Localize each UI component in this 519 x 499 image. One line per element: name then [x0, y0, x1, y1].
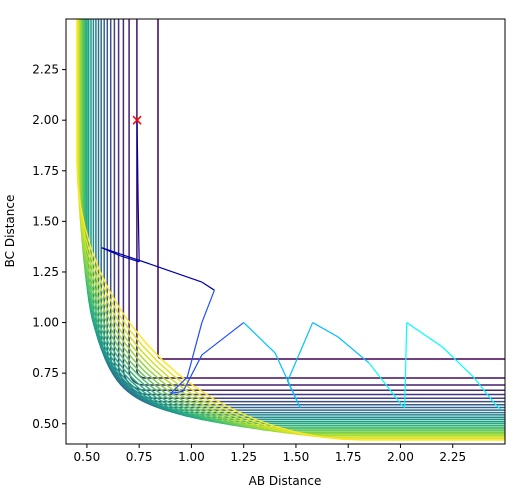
trajectory-segment: [170, 376, 188, 394]
x-axis-label: AB Distance: [249, 474, 322, 488]
contour-line: [95, 19, 505, 416]
contour-line: [80, 19, 505, 433]
x-tick-label: 0.50: [74, 450, 101, 464]
trajectory-segment: [170, 390, 184, 394]
trajectory-segment: [400, 403, 406, 409]
contour-line: [117, 19, 505, 396]
x-tick-label: 1.25: [230, 450, 257, 464]
y-tick-label: 2.25: [32, 63, 59, 77]
x-tick-label: 0.75: [126, 450, 153, 464]
plot-frame: [65, 18, 506, 445]
y-tick-label: 1.75: [32, 164, 59, 178]
trajectory-segment: [243, 322, 276, 354]
x-tick-label: 2.00: [387, 450, 414, 464]
x-tick-label: 1.75: [335, 450, 362, 464]
contour-line: [106, 19, 505, 406]
contour-line: [77, 19, 505, 438]
y-tick-label: 1.50: [32, 214, 59, 228]
contour-line: [100, 19, 505, 411]
contour-line: [103, 19, 505, 409]
contour-line: [128, 19, 505, 386]
trajectory-segment: [201, 322, 245, 356]
contour-line: [157, 19, 505, 360]
x-tick-label: 2.25: [439, 450, 466, 464]
contour-line: [113, 19, 505, 399]
trajectory-segment: [368, 362, 401, 404]
contour-line: [81, 19, 505, 432]
start-marker-stroke: [132, 115, 142, 125]
trajectory-segment: [337, 336, 370, 364]
y-tick-label: 1.00: [32, 316, 59, 330]
y-axis-label: BC Distance: [3, 195, 17, 268]
x-tick-label: 1.50: [283, 450, 310, 464]
trajectory-segment: [494, 403, 502, 411]
trajectory-segment: [137, 201, 140, 262]
y-tick-label: 0.75: [32, 366, 59, 380]
contour-line: [76, 19, 505, 441]
trajectory-path: [101, 120, 502, 411]
x-tick-label: 1.00: [178, 450, 205, 464]
y-axis-ticks: 0.50 0.75 1.00 1.25 1.50 1.75 2.00 2.25: [32, 63, 66, 431]
contour-line: [122, 19, 505, 391]
contour-line: [86, 19, 505, 425]
y-tick-label: 2.00: [32, 113, 59, 127]
trajectory-segment: [201, 289, 215, 323]
start-marker: [132, 115, 142, 125]
contour-line: [136, 19, 505, 379]
trajectory-segment: [404, 322, 408, 408]
contour-lines: [76, 19, 505, 441]
contour-line: [97, 19, 505, 414]
trajectory-segment: [101, 247, 150, 265]
trajectory-segment: [186, 322, 203, 378]
contour-line: [79, 19, 505, 435]
contour-line: [90, 19, 505, 421]
trajectory-segment: [441, 346, 475, 378]
contour-line: [109, 19, 505, 403]
trajectory-segment: [287, 322, 314, 382]
trajectory-segment: [182, 354, 203, 392]
trajectory-segment: [201, 281, 215, 291]
trajectory-segment: [287, 381, 301, 408]
y-tick-label: 0.50: [32, 417, 59, 431]
trajectory-segment: [312, 322, 339, 338]
trajectory-segment: [120, 255, 140, 263]
trajectory-segment: [149, 263, 203, 283]
y-tick-label: 1.25: [32, 265, 59, 279]
trajectory-segment: [136, 120, 139, 202]
x-axis-ticks: 0.50 0.75 1.00 1.25 1.50 1.75 2.00 2.25: [74, 444, 466, 464]
contour-line: [78, 19, 505, 437]
contour-line: [77, 19, 505, 440]
trajectory-segment: [406, 322, 443, 348]
trajectory-segment: [473, 376, 496, 404]
contour-line: [83, 19, 505, 428]
